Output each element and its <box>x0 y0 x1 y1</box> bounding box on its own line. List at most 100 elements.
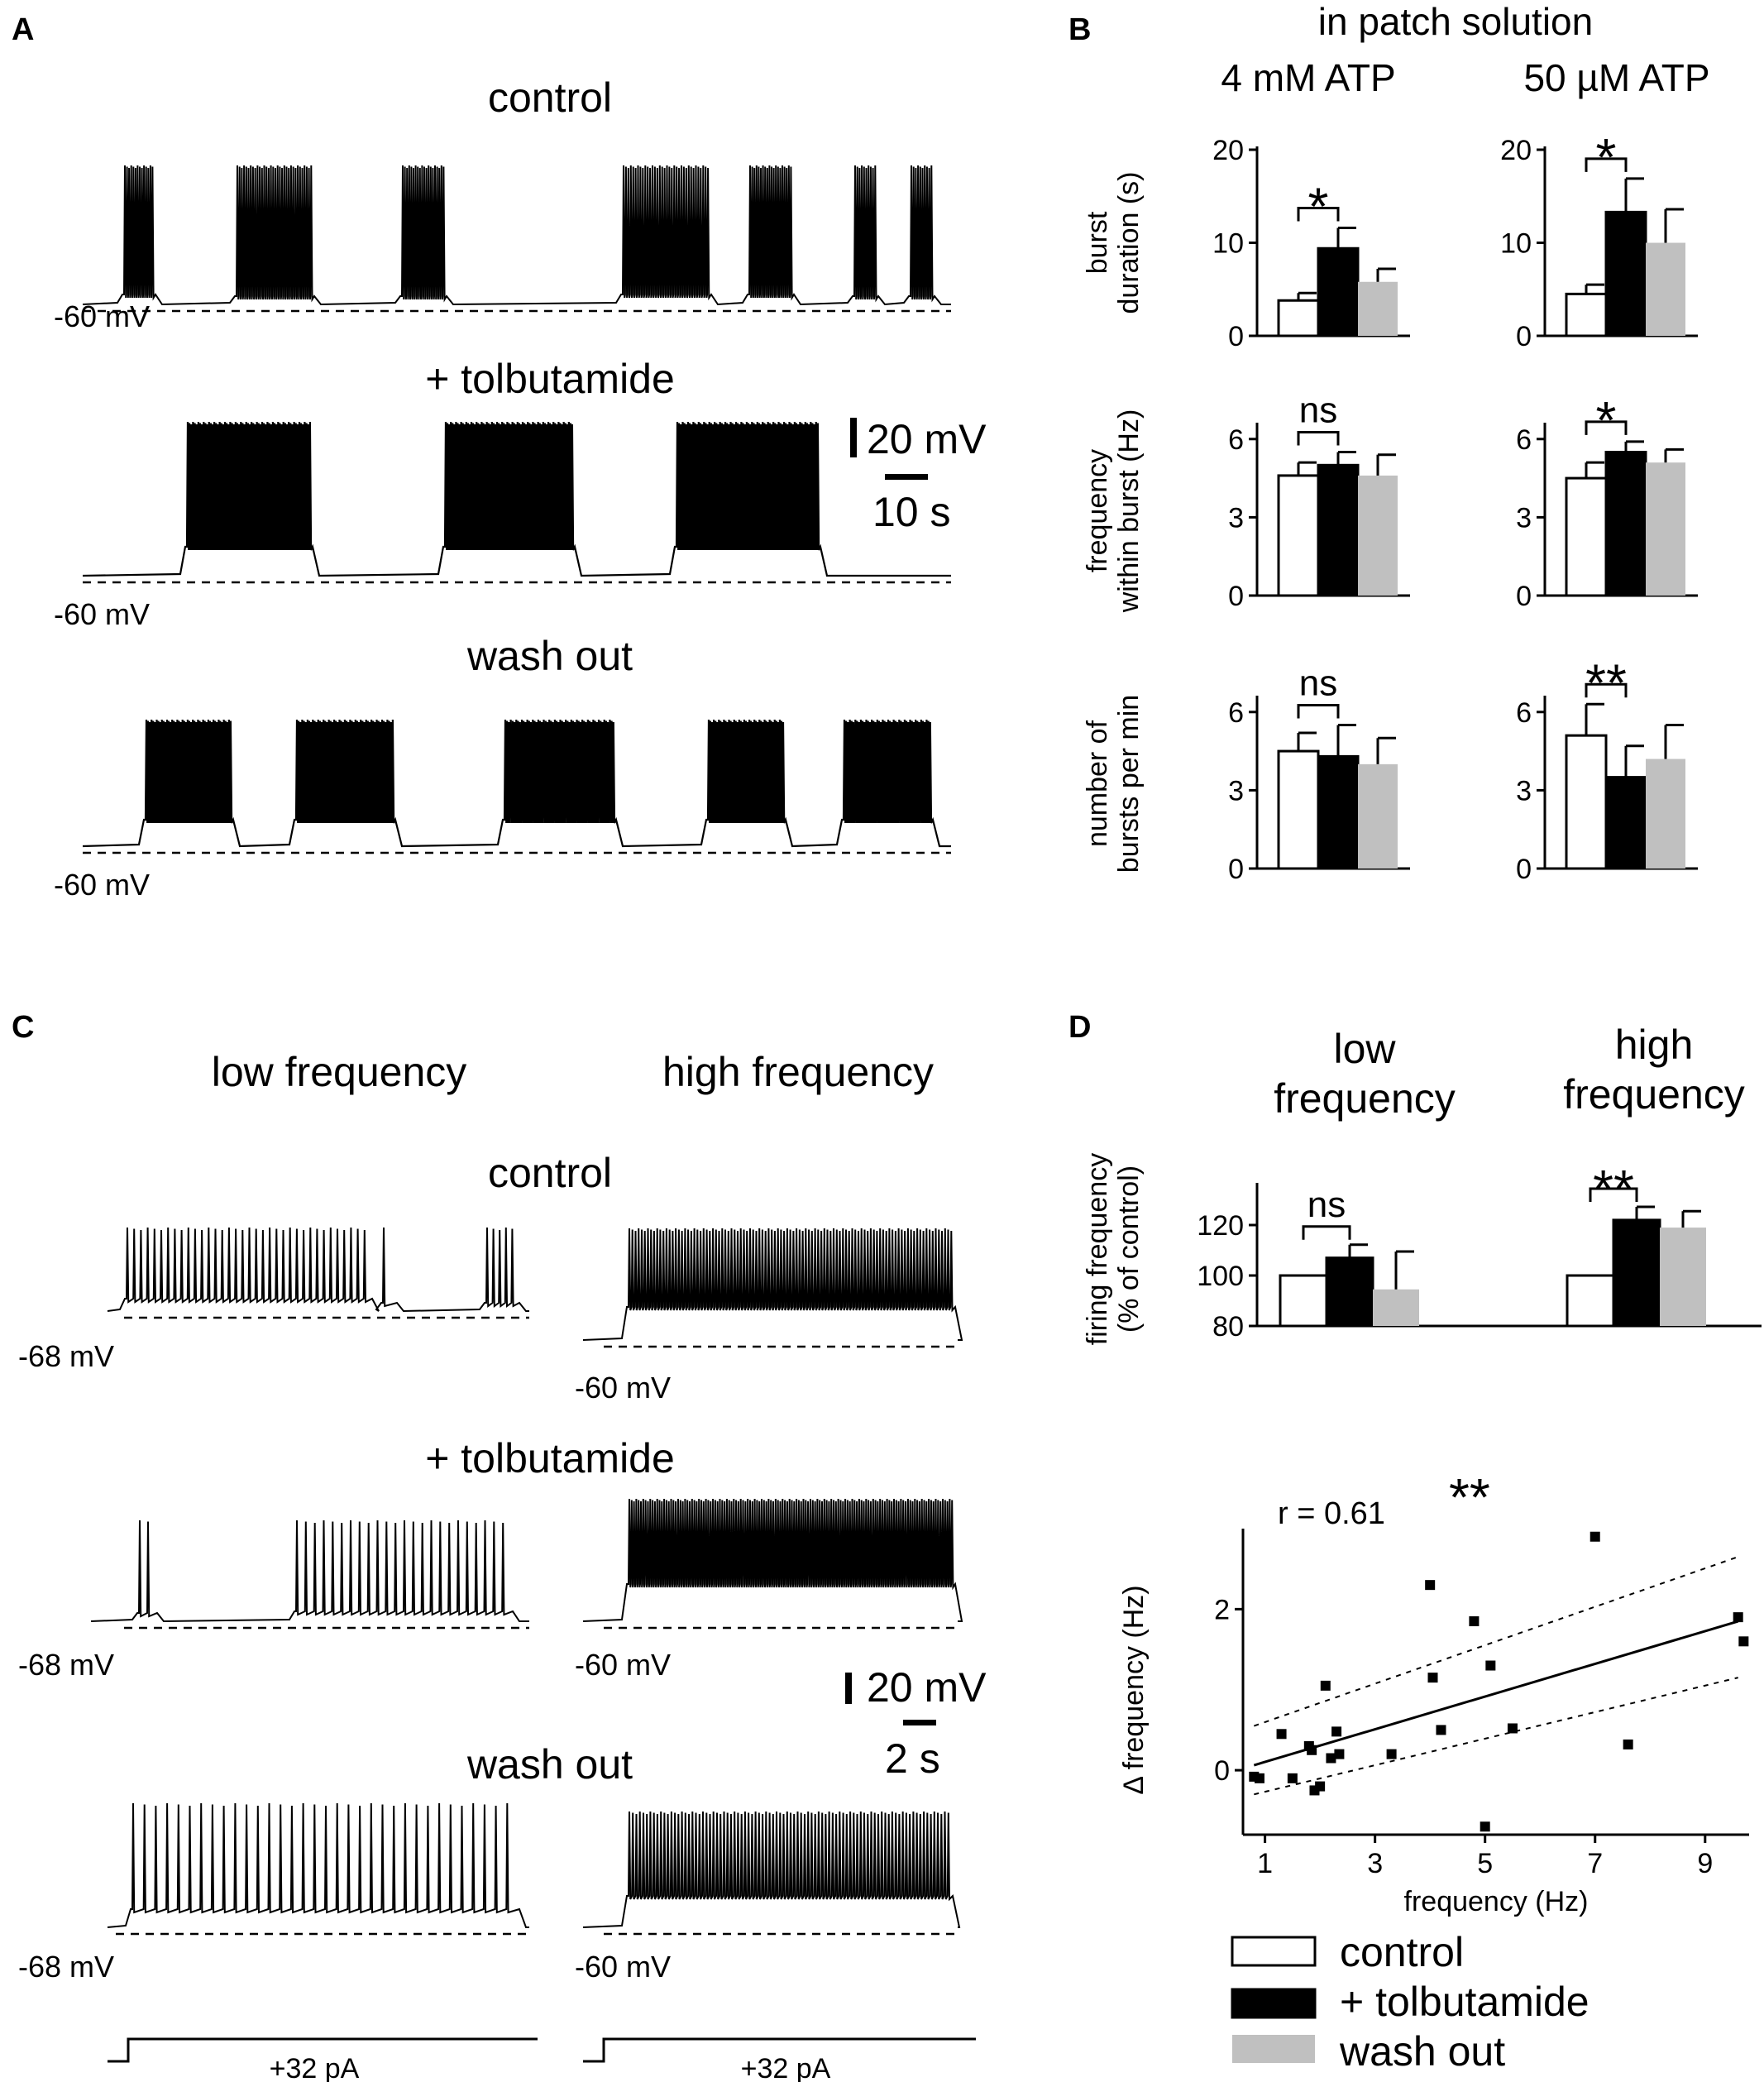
D-firing-frequency-ylabel: (% of control) <box>1113 1165 1145 1333</box>
B-frequency-within-burst-ytick-label: 3 <box>1228 502 1244 534</box>
panel-c-tolbutamide-high-trace <box>582 1498 963 1622</box>
panel-c-current-step-label-low: +32 pA <box>270 2053 360 2082</box>
scatter-point <box>1315 1781 1326 1792</box>
panel-c-control-high-trace <box>582 1228 963 1341</box>
panel-a-baseline-2: -60 mV <box>54 597 150 631</box>
panel-a-title-tolbutamide: + tolbutamide <box>425 356 675 402</box>
B-burst-duration-bar <box>1565 292 1608 337</box>
D-firing-frequency-ytick-label: 80 <box>1212 1311 1244 1343</box>
panel-c-tolbutamide-low-trace <box>90 1520 529 1623</box>
panel-c-title-tolbutamide: + tolbutamide <box>425 1435 675 1481</box>
panel-c-washout-low-trace <box>107 1802 529 1928</box>
panel-c-washout-high-trace <box>582 1811 961 1928</box>
scatter-point <box>1334 1749 1345 1759</box>
D-firing-frequency-significance-bracket <box>1589 1187 1638 1203</box>
panel-c-scalebar-voltage <box>845 1673 852 1704</box>
B-frequency-within-burst-bar <box>1317 463 1360 597</box>
panel-d-scatter-plot: 1 3 5 7 9 0 2 frequency (Hz) Δ frequency (Hz) r =… <box>1118 1467 1749 1917</box>
scatter-point <box>1485 1660 1496 1671</box>
B-burst-duration-significance-label: * <box>1596 127 1617 187</box>
panel-b-letter: B <box>1068 12 1091 47</box>
legend-swatch-tolbutamide <box>1231 1988 1317 2019</box>
panel-c-voltage-traces <box>90 1227 963 1936</box>
B-bursts-per-min-bar <box>1277 749 1320 870</box>
scatter-point <box>1331 1726 1342 1737</box>
panel-c-washout-high <box>582 1811 961 1936</box>
scatter-point <box>1254 1773 1264 1783</box>
panel-c-column-low: low frequency <box>212 1049 467 1095</box>
panel-a-title-washout: wash out <box>466 633 633 679</box>
scatter-ytick-label: 0 <box>1214 1755 1230 1787</box>
B-bursts-per-min-significance-label: ns <box>1299 663 1337 704</box>
B-frequency-within-burst-ytick-label: 0 <box>1516 581 1532 612</box>
panel-c-baseline-low-2: -68 mV <box>18 1648 114 1682</box>
B-frequency-within-burst-bar <box>1604 451 1647 597</box>
panel-d-column-low-line2: frequency <box>1274 1075 1456 1122</box>
legend-swatch-control <box>1231 1936 1317 1967</box>
scatter-point <box>1320 1680 1331 1691</box>
panel-c-current-step-high <box>583 2037 976 2063</box>
B-frequency-within-burst: 0 3 6 ns 0 3 6 * frequency within burst (Hz) <box>1082 390 1698 613</box>
B-frequency-within-burst-ytick-label: 6 <box>1228 424 1244 456</box>
B-bursts-per-min-significance-bracket <box>1585 682 1628 698</box>
scatter-point <box>1326 1753 1336 1764</box>
panel-a-tolbutamide <box>82 421 951 584</box>
B-burst-duration-ytick-label: 10 <box>1500 228 1532 260</box>
panel-c-letter: C <box>12 1010 34 1045</box>
B-burst-duration-ytick-label: 10 <box>1212 228 1244 260</box>
D-firing-frequency-significance-label: ns <box>1307 1185 1346 1225</box>
panel-c-control-high <box>582 1228 963 1348</box>
scatter-xtick-label: 5 <box>1477 1848 1493 1879</box>
B-burst-duration-significance-label: * <box>1308 177 1329 237</box>
panel-c-current-step-label-high: +32 pA <box>741 2053 831 2082</box>
B-frequency-within-burst-bar <box>1358 475 1398 596</box>
panel-c-scalebar-voltage-label: 20 mV <box>867 1664 987 1711</box>
scatter-ytick-label: 2 <box>1214 1594 1230 1625</box>
B-frequency-within-burst-bar <box>1565 476 1608 597</box>
legend: control + tolbutamide wash out <box>1231 1929 1590 2075</box>
B-frequency-within-burst-significance-bracket <box>1585 420 1628 435</box>
scatter-point <box>1425 1580 1436 1591</box>
panel-c-baseline-low-3: -68 mV <box>18 1950 114 1984</box>
panel-c-column-high: high frequency <box>662 1049 934 1095</box>
D-firing-frequency-significance-label: ** <box>1593 1159 1634 1218</box>
D-firing-frequency-bar <box>1279 1274 1328 1328</box>
panel-c-title-control: control <box>488 1150 612 1196</box>
panel-b-bar-charts: 0 10 20 * 0 10 20 * burst duration (s) 0 3 6 ns 0 3 6 * fr… <box>1082 127 1698 885</box>
B-bursts-per-min-ylabel: number of <box>1082 720 1113 847</box>
panel-d-column-high-line1: high <box>1615 1022 1694 1068</box>
panel-b-column-4mm: 4 mM ATP <box>1221 56 1395 99</box>
panel-a-voltage-traces <box>82 165 951 854</box>
panel-a-scalebar-voltage <box>850 418 857 457</box>
panel-a-scalebar-time <box>885 474 928 480</box>
scatter-point <box>1427 1673 1438 1683</box>
panel-a-washout-trace <box>82 719 951 848</box>
scatter-point <box>1623 1739 1633 1749</box>
scatter-ci-upper <box>1253 1556 1739 1727</box>
B-frequency-within-burst-bar <box>1646 462 1685 596</box>
scatter-point <box>1469 1615 1480 1626</box>
B-frequency-within-burst-ytick-label: 0 <box>1228 581 1244 612</box>
B-bursts-per-min-bar <box>1646 759 1685 869</box>
scatter-point <box>1386 1749 1397 1759</box>
scatter-ci-lower <box>1254 1677 1738 1796</box>
scatter-point <box>1307 1745 1317 1755</box>
B-frequency-within-burst-ytick-label: 3 <box>1516 502 1532 534</box>
panel-c-title-washout: wash out <box>466 1741 633 1788</box>
B-burst-duration-bar <box>1317 246 1360 337</box>
D-firing-frequency-ylabel: firing frequency <box>1082 1153 1113 1345</box>
scatter-xtick-label: 7 <box>1587 1848 1603 1879</box>
B-burst-duration: 0 10 20 * 0 10 20 * burst duration (s) <box>1082 127 1698 352</box>
panel-a-tolbutamide-trace <box>82 421 951 577</box>
B-frequency-within-burst-ytick-label: 6 <box>1516 424 1532 456</box>
panel-d-bar-chart: 80 100 120 ns ** firing frequency (% of contro… <box>1082 1153 1762 1345</box>
scatter-xlabel: frequency (Hz) <box>1404 1886 1589 1917</box>
panel-c-control-low-trace <box>107 1227 529 1313</box>
scatter-xtick-label: 3 <box>1367 1848 1383 1879</box>
panel-d-column-high-line2: frequency <box>1563 1071 1745 1118</box>
panel-a-baseline-1: -60 mV <box>54 299 150 333</box>
panel-c-current-step-low <box>108 2037 538 2063</box>
D-firing-frequency-bar <box>1566 1274 1615 1328</box>
B-burst-duration-ytick-label: 0 <box>1516 321 1532 352</box>
